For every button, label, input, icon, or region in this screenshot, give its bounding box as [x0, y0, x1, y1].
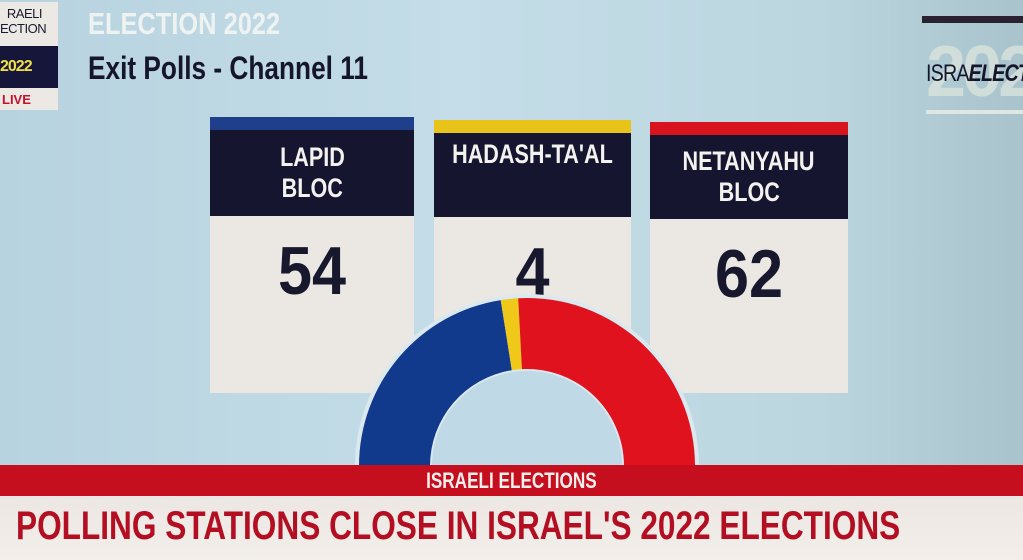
badge-line-2: ECTION — [0, 21, 47, 36]
bloc-seats: 62 — [714, 236, 784, 312]
badge-year-text: 2022 — [0, 58, 33, 75]
banner-label: ISRAELI ELECTIONS — [426, 467, 597, 493]
page-subtitle: Exit Polls - Channel 11 — [88, 50, 368, 86]
chart-segment-hadash-ta-al — [500, 298, 522, 371]
bloc-name-line-1: LAPID — [279, 142, 345, 172]
badge-title: RAELI ECTION — [0, 2, 58, 46]
chart-segment-netanyahu-bloc — [518, 298, 695, 466]
bloc-name-line-2: BLOC — [718, 177, 780, 207]
live-label: LIVE — [2, 91, 31, 107]
live-badge: RAELI ECTION 2022 LIVE — [0, 2, 58, 110]
bloc-card-netanyahu: NETANYAHU BLOC 62 — [650, 122, 848, 393]
section-banner: ISRAELI ELECTIONS — [0, 465, 1023, 496]
logo-year: 202 — [926, 32, 1023, 112]
bloc-card-lapid: LAPID BLOC 54 — [210, 117, 414, 393]
bloc-name-line-1: HADASH-TA'AL — [452, 139, 613, 169]
news-ticker: POLLING STATIONS CLOSE IN ISRAEL'S 2022 … — [0, 496, 1023, 560]
logo-text-light: ISRA — [926, 60, 969, 87]
bloc-seats: 54 — [277, 233, 347, 309]
logo-text: ISRAELECT — [926, 60, 1023, 88]
bloc-name: HADASH-TA'AL — [434, 133, 631, 217]
bloc-name: NETANYAHU BLOC — [650, 135, 848, 219]
chart-segments — [359, 298, 695, 466]
badge-year: 2022 — [0, 46, 58, 88]
bloc-color-stripe — [434, 120, 631, 133]
logo-bar — [922, 16, 1023, 23]
headline: POLLING STATIONS CLOSE IN ISRAEL'S 2022 … — [16, 504, 901, 548]
badge-line-1: RAELI — [6, 6, 43, 21]
bloc-color-stripe — [650, 122, 848, 135]
bloc-name-line-2: BLOC — [281, 173, 343, 203]
logo-underline — [926, 110, 1023, 114]
channel-logo: 202 ISRAELECT — [922, 14, 1023, 118]
badge-live: LIVE — [0, 88, 58, 110]
logo-text-bold: ELECT — [968, 60, 1023, 87]
chart-hole — [432, 371, 622, 466]
bloc-color-stripe — [210, 117, 414, 130]
page-title: ELECTION 2022 — [88, 6, 281, 41]
chart-segment-lapid-bloc — [359, 300, 512, 466]
bloc-name: LAPID BLOC — [210, 130, 414, 216]
bloc-name-line-1: NETANYAHU — [682, 146, 816, 176]
